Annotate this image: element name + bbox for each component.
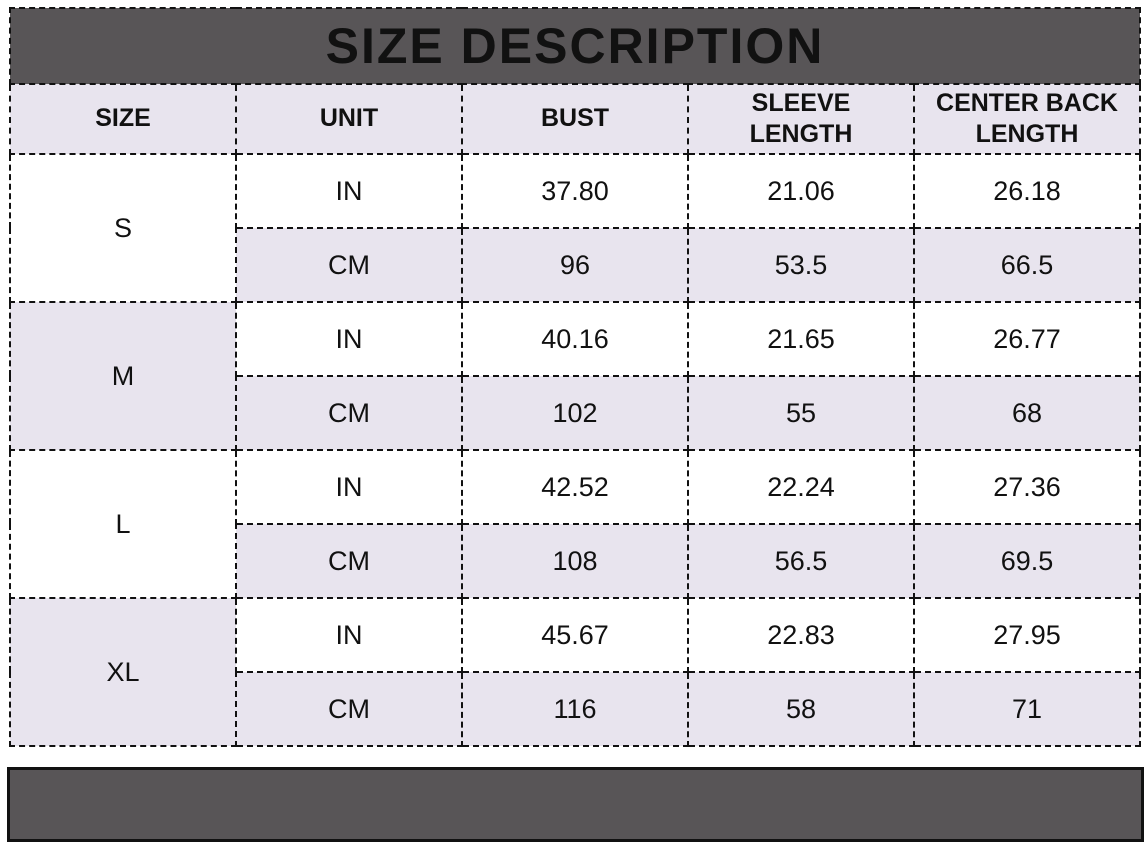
column-header-unit: UNIT — [235, 83, 463, 155]
column-header-bust: BUST — [461, 83, 689, 155]
table-row-s-in: S IN 37.80 21.06 26.18 — [9, 153, 1141, 303]
unit-cell: IN — [235, 449, 463, 525]
back-value: 26.77 — [913, 301, 1141, 377]
sleeve-value: 22.83 — [687, 597, 915, 673]
back-value: 69.5 — [913, 523, 1141, 599]
sleeve-value: 22.24 — [687, 449, 915, 525]
back-value: 27.36 — [913, 449, 1141, 525]
unit-cell: IN — [235, 153, 463, 229]
table-row-m-cm: CM 102 55 68 — [10, 375, 1141, 451]
table-row-m-in: M IN 40.16 21.65 26.77 — [9, 301, 1141, 451]
bust-value: 45.67 — [461, 597, 689, 673]
bust-value: 96 — [461, 227, 689, 303]
sleeve-value: 58 — [687, 671, 915, 747]
size-label-m: M — [9, 301, 237, 451]
column-header-sleeve: SLEEVE LENGTH — [687, 83, 915, 155]
unit-cell: IN — [235, 597, 463, 673]
size-label-s: S — [9, 153, 237, 303]
back-value: 68 — [913, 375, 1141, 451]
size-label-xl: XL — [9, 597, 237, 747]
sleeve-value: 21.65 — [687, 301, 915, 377]
bust-value: 37.80 — [461, 153, 689, 229]
size-description-table: SIZE DESCRIPTION SIZE UNIT BUST SLEEVE L… — [9, 7, 1141, 747]
column-header-size: SIZE — [9, 83, 237, 155]
unit-cell: CM — [235, 227, 463, 303]
unit-cell: CM — [235, 375, 463, 451]
sleeve-value: 21.06 — [687, 153, 915, 229]
sleeve-value: 53.5 — [687, 227, 915, 303]
unit-cell: IN — [235, 301, 463, 377]
back-value: 71 — [913, 671, 1141, 747]
title-row: SIZE DESCRIPTION — [9, 7, 1141, 85]
back-value: 27.95 — [913, 597, 1141, 673]
bust-value: 40.16 — [461, 301, 689, 377]
table-row-l-in: L IN 42.52 22.24 27.36 — [9, 449, 1141, 599]
table-row-xl-cm: CM 116 58 71 — [10, 671, 1141, 747]
table-row-s-cm: CM 96 53.5 66.5 — [10, 227, 1141, 303]
column-header-back: CENTER BACK LENGTH — [913, 83, 1141, 155]
bust-value: 108 — [461, 523, 689, 599]
back-value: 66.5 — [913, 227, 1141, 303]
column-header-row: SIZE UNIT BUST SLEEVE LENGTH CENTER BACK… — [9, 83, 1141, 155]
page-title: SIZE DESCRIPTION — [9, 7, 1141, 85]
sleeve-value: 55 — [687, 375, 915, 451]
bust-value: 102 — [461, 375, 689, 451]
unit-cell: CM — [235, 671, 463, 747]
table-row-l-cm: CM 108 56.5 69.5 — [10, 523, 1141, 599]
footer-bar — [7, 767, 1144, 842]
sleeve-value: 56.5 — [687, 523, 915, 599]
back-value: 26.18 — [913, 153, 1141, 229]
table-row-xl-in: XL IN 45.67 22.83 27.95 — [9, 597, 1141, 747]
bust-value: 116 — [461, 671, 689, 747]
bust-value: 42.52 — [461, 449, 689, 525]
unit-cell: CM — [235, 523, 463, 599]
size-label-l: L — [9, 449, 237, 599]
